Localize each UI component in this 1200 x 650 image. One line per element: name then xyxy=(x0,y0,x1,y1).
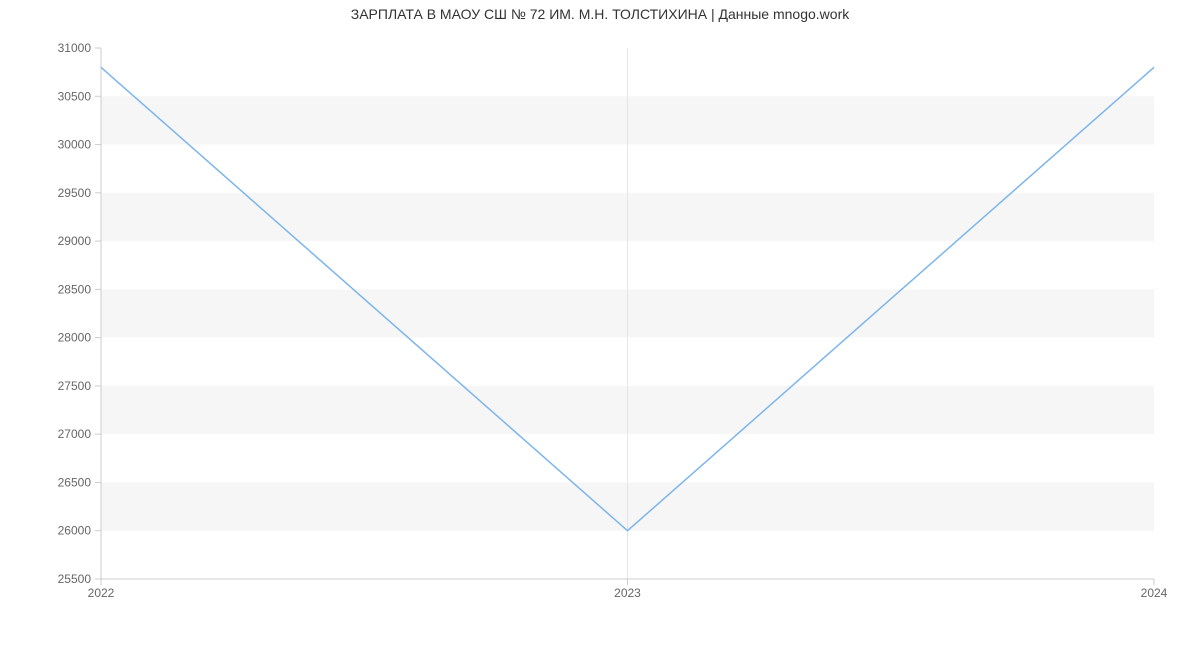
y-tick-label: 25500 xyxy=(58,572,92,586)
x-tick-label: 2022 xyxy=(88,586,115,600)
chart-svg: 25500 26000 26500 27000 27500 28000 28500 29000… xyxy=(0,0,1200,650)
y-tick-label: 26500 xyxy=(58,475,92,489)
y-tick-label: 28500 xyxy=(58,282,92,296)
y-tick-label: 29500 xyxy=(58,186,92,200)
y-tick-label: 30500 xyxy=(58,89,92,103)
y-tick-label: 26000 xyxy=(58,524,92,538)
y-tick-label: 27000 xyxy=(58,427,92,441)
y-tick-label: 30000 xyxy=(58,138,92,152)
y-tick-label: 29000 xyxy=(58,234,92,248)
x-tick-label: 2024 xyxy=(1141,586,1168,600)
y-tick-label: 31000 xyxy=(58,41,92,55)
chart-container: ЗАРПЛАТА В МАОУ СШ № 72 ИМ. М.Н. ТОЛСТИХ… xyxy=(0,0,1200,650)
y-tick-label: 28000 xyxy=(58,331,92,345)
y-tick-label: 27500 xyxy=(58,379,92,393)
x-tick-label: 2023 xyxy=(614,586,641,600)
